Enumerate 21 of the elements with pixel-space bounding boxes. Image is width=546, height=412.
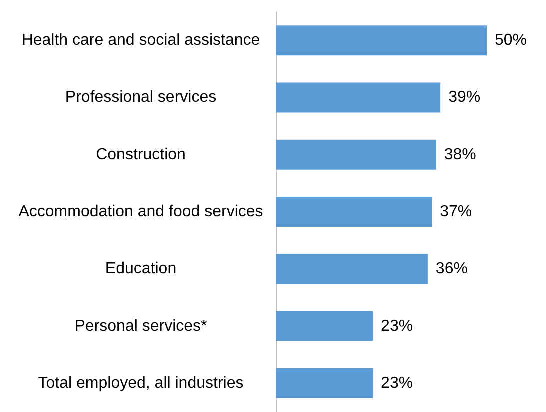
y-tick-label: Accommodation and food services [18,204,264,220]
bar [276,254,428,284]
bar [276,368,374,398]
bar [276,82,441,113]
y-tick-label: Total employed, all industries [38,374,244,392]
data-label: 50% [495,32,528,50]
y-tick-label: Personal services* [74,318,208,335]
y-tick-label: Health care and social assistance [22,32,260,50]
data-label: 37% [440,204,472,220]
y-tick-label: Construction [96,146,186,164]
bar [276,140,436,170]
data-label: 36% [436,260,468,278]
data-label: 23% [381,374,414,392]
y-tick-label: Professional services [65,89,217,106]
bar [276,197,432,227]
y-tick-label: Education [105,260,177,278]
data-label: 23% [381,318,414,335]
data-label: 38% [444,146,476,164]
bar [276,311,374,342]
data-label: 39% [448,89,481,106]
bar [276,26,487,56]
